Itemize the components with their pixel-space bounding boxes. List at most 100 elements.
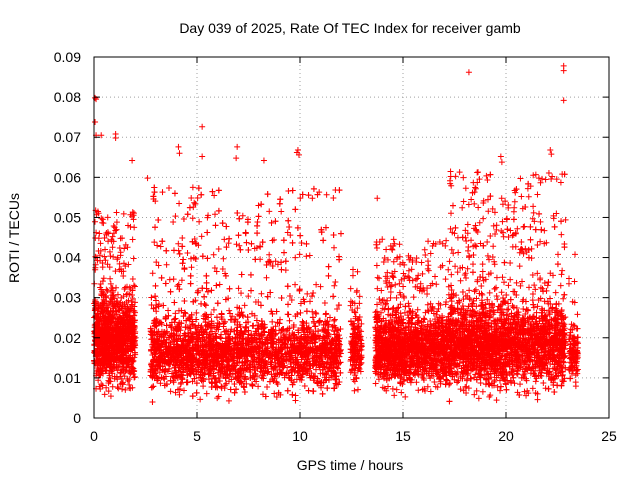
data-point [179, 235, 186, 242]
data-point [151, 184, 158, 191]
data-point [233, 241, 240, 248]
data-point [285, 217, 292, 224]
data-point [245, 293, 252, 300]
data-point [110, 294, 117, 301]
data-point [104, 287, 111, 294]
data-point [284, 387, 291, 394]
data-point [117, 235, 124, 242]
data-point [109, 244, 116, 251]
data-point [197, 396, 204, 403]
data-point [259, 369, 266, 376]
chart-title: Day 039 of 2025, Rate Of TEC Index for r… [179, 20, 521, 36]
data-point [100, 347, 107, 354]
data-point [101, 253, 108, 260]
data-point [121, 245, 128, 252]
data-point [107, 275, 114, 282]
data-point [129, 344, 136, 351]
data-point [324, 385, 331, 392]
data-point [319, 390, 326, 397]
data-point [102, 367, 109, 374]
data-point [117, 249, 124, 256]
data-point [97, 385, 104, 392]
data-point [104, 304, 111, 311]
data-point [242, 324, 249, 331]
data-point [102, 257, 109, 264]
data-point [114, 384, 121, 391]
data-point [330, 293, 337, 300]
data-point [105, 377, 112, 384]
data-point [99, 264, 106, 271]
data-point [266, 251, 273, 258]
data-point [106, 326, 113, 333]
data-point [113, 209, 120, 216]
data-point [243, 239, 250, 246]
data-point [103, 305, 110, 312]
data-point [120, 260, 127, 267]
data-point [103, 384, 110, 391]
data-point [310, 290, 317, 297]
data-point [120, 366, 127, 373]
data-point [120, 309, 127, 316]
data-point [310, 388, 317, 395]
data-point [322, 311, 329, 318]
data-point [210, 306, 217, 313]
data-point [104, 214, 111, 221]
data-point [101, 346, 108, 353]
data-point [292, 281, 299, 288]
data-point [107, 393, 114, 400]
data-point [112, 325, 119, 332]
data-point [292, 254, 299, 261]
data-point [111, 312, 118, 319]
data-point [94, 325, 101, 332]
data-point [116, 340, 123, 347]
data-point [166, 276, 173, 283]
data-point [120, 210, 127, 217]
data-point [296, 286, 303, 293]
data-point [148, 294, 155, 301]
data-point [163, 261, 170, 268]
data-point [121, 285, 128, 292]
data-point [255, 213, 262, 220]
data-point [98, 381, 105, 388]
data-point [103, 286, 110, 293]
data-point [108, 344, 115, 351]
data-point [125, 297, 132, 304]
data-point [220, 255, 227, 262]
data-point [106, 378, 113, 385]
data-point [108, 319, 115, 326]
data-point [245, 246, 252, 253]
data-point [97, 240, 104, 247]
data-point [221, 236, 228, 243]
data-point [306, 252, 313, 259]
data-point [118, 369, 125, 376]
data-point [284, 283, 291, 290]
data-point [115, 305, 122, 312]
data-point [237, 246, 244, 253]
data-point [92, 306, 99, 313]
data-point [165, 185, 172, 192]
data-point [189, 393, 196, 400]
data-point [180, 256, 187, 263]
data-point [124, 375, 131, 382]
data-point [101, 391, 108, 398]
data-point [130, 216, 137, 223]
data-point [103, 298, 110, 305]
data-point [125, 261, 132, 268]
data-point [100, 370, 107, 377]
data-point [127, 370, 134, 377]
data-point [106, 349, 113, 356]
data-point [107, 325, 114, 332]
data-point [188, 195, 195, 202]
data-point [115, 321, 122, 328]
data-point [119, 380, 126, 387]
data-point [114, 355, 121, 362]
data-point [119, 345, 126, 352]
data-point [178, 277, 185, 284]
data-point [239, 212, 246, 219]
data-point [91, 333, 98, 340]
data-point [219, 220, 226, 227]
data-point [97, 257, 104, 264]
data-point [92, 266, 99, 273]
data-point [99, 299, 106, 306]
data-point [99, 216, 106, 223]
